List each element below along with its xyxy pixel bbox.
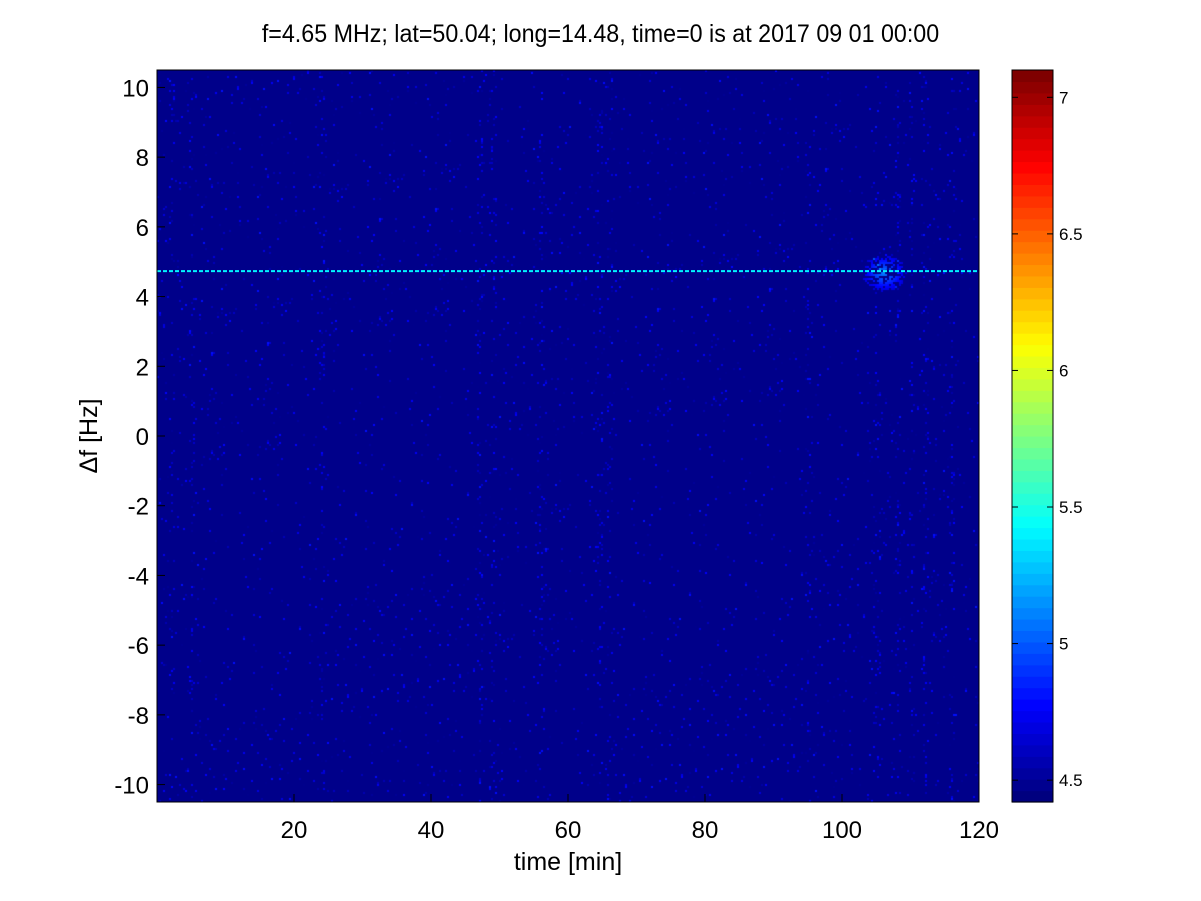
colorbar-swatch xyxy=(1012,687,1053,700)
x-axis-label: time [min] xyxy=(514,848,622,876)
colorbar-swatch xyxy=(1012,584,1053,597)
colorbar-swatch xyxy=(1012,172,1053,185)
colorbar-swatch xyxy=(1012,504,1053,517)
colorbar-swatch xyxy=(1012,538,1053,551)
colorbar-swatch xyxy=(1012,104,1053,117)
colorbar-swatch xyxy=(1012,401,1053,414)
heatmap-image xyxy=(157,70,979,802)
colorbar-swatch xyxy=(1012,390,1053,403)
colorbar-swatch xyxy=(1012,115,1053,128)
colorbar-swatch xyxy=(1012,630,1053,643)
colorbar-swatch xyxy=(1012,253,1053,266)
y-axis-label: Δf [Hz] xyxy=(75,398,103,473)
colorbar-swatch xyxy=(1012,619,1053,632)
colorbar-swatch xyxy=(1012,207,1053,220)
colorbar-swatch xyxy=(1012,699,1053,712)
colorbar-tick-label: 6.5 xyxy=(1059,225,1083,244)
colorbar-swatch xyxy=(1012,493,1053,506)
colorbar-swatch xyxy=(1012,92,1053,105)
y-tick-label: 4 xyxy=(136,285,149,312)
x-tick-label: 40 xyxy=(418,817,445,844)
colorbar-swatch xyxy=(1012,241,1053,254)
colorbar-swatch xyxy=(1012,138,1053,151)
colorbar-swatch xyxy=(1012,779,1053,792)
y-tick-label: -10 xyxy=(114,773,149,800)
colorbar-swatch xyxy=(1012,470,1053,483)
colorbar-swatch xyxy=(1012,641,1053,654)
colorbar-swatch xyxy=(1012,321,1053,334)
colorbar-swatch xyxy=(1012,195,1053,208)
y-tick-label: 6 xyxy=(136,215,149,242)
y-tick-label: 2 xyxy=(136,354,149,381)
colorbar-swatch xyxy=(1012,653,1053,666)
x-tick-label: 60 xyxy=(555,817,582,844)
colorbar-swatch xyxy=(1012,481,1053,494)
y-tick-label: -4 xyxy=(128,563,149,590)
plot-frame xyxy=(156,69,980,803)
colorbar-swatch xyxy=(1012,310,1053,323)
colorbar-swatch xyxy=(1012,447,1053,460)
colorbar-swatch xyxy=(1012,756,1053,769)
x-tick-label: 20 xyxy=(281,817,308,844)
colorbar-swatch xyxy=(1012,436,1053,449)
chart-title: f=4.65 MHz; lat=50.04; long=14.48, time=… xyxy=(261,20,940,48)
colorbar-swatch xyxy=(1012,458,1053,471)
y-tick-label: 0 xyxy=(136,424,149,451)
colorbar-swatch xyxy=(1012,710,1053,723)
colorbar-swatch xyxy=(1012,721,1053,734)
colorbar-swatch xyxy=(1012,516,1053,529)
colorbar-swatch xyxy=(1012,81,1053,94)
colorbar-swatch xyxy=(1012,184,1053,197)
y-tick-label: -6 xyxy=(128,633,149,660)
colorbar-swatch xyxy=(1012,355,1053,368)
colorbar-swatch xyxy=(1012,230,1053,243)
colorbar-swatch xyxy=(1012,744,1053,757)
colorbar-swatch xyxy=(1012,550,1053,563)
colorbar-swatch xyxy=(1012,561,1053,574)
colorbar-swatch xyxy=(1012,676,1053,689)
colorbar-swatch xyxy=(1012,596,1053,609)
colorbar-swatch xyxy=(1012,161,1053,174)
colorbar-swatch xyxy=(1012,344,1053,357)
colorbar-swatch xyxy=(1012,733,1053,746)
x-tick-label: 100 xyxy=(822,817,862,844)
colorbar-swatch xyxy=(1012,333,1053,346)
colorbar-swatch xyxy=(1012,664,1053,677)
y-tick-label: 10 xyxy=(122,75,149,102)
y-tick-label: -2 xyxy=(128,494,149,521)
colorbar-swatch xyxy=(1012,70,1053,83)
colorbar-swatch xyxy=(1012,767,1053,780)
colorbar-tick-label: 5 xyxy=(1059,635,1068,654)
colorbar-swatch xyxy=(1012,287,1053,300)
colorbar-swatch xyxy=(1012,413,1053,426)
x-tick-label: 80 xyxy=(692,817,719,844)
colorbar-swatch xyxy=(1012,127,1053,140)
colorbar-swatch xyxy=(1012,527,1053,540)
colorbar-swatch xyxy=(1012,298,1053,311)
colorbar-swatch xyxy=(1012,367,1053,380)
colorbar-swatch xyxy=(1012,607,1053,620)
colorbar-tick-label: 4.5 xyxy=(1059,771,1083,790)
colorbar-swatch xyxy=(1012,573,1053,586)
y-tick-label: -8 xyxy=(128,703,149,730)
colorbar-swatch xyxy=(1012,424,1053,437)
colorbar-swatch xyxy=(1012,275,1053,288)
x-tick-label: 120 xyxy=(959,817,999,844)
colorbar-frame xyxy=(1011,69,1054,803)
colorbar-swatch xyxy=(1012,790,1053,803)
y-tick-label: 8 xyxy=(136,145,149,172)
colorbar-swatch xyxy=(1012,378,1053,391)
colorbar-tick-label: 6 xyxy=(1059,361,1068,380)
colorbar-swatch xyxy=(1012,264,1053,277)
colorbar-tick-label: 7 xyxy=(1059,88,1068,107)
colorbar-tick-label: 5.5 xyxy=(1059,498,1083,517)
colorbar-swatch xyxy=(1012,150,1053,163)
colorbar-swatch xyxy=(1012,218,1053,231)
